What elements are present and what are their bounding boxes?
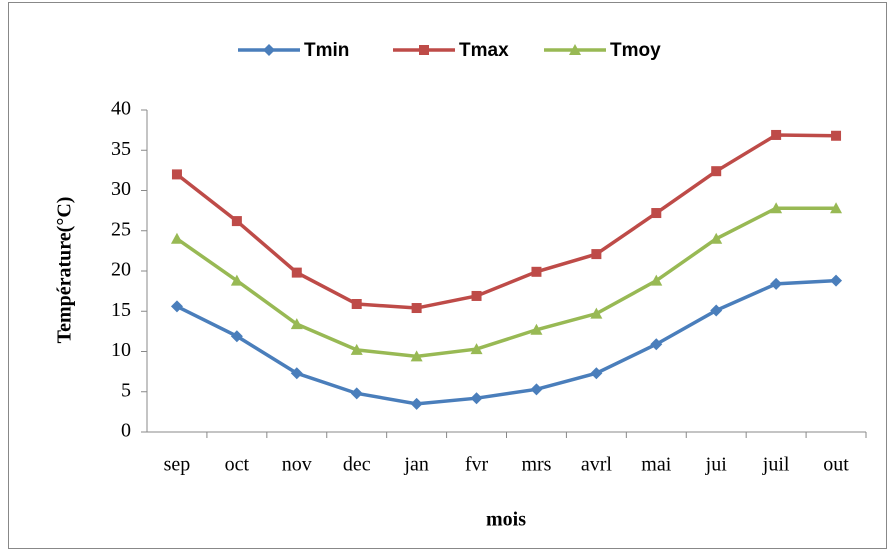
y-tick-label: 0 bbox=[121, 420, 131, 442]
marker bbox=[291, 267, 302, 278]
marker bbox=[290, 367, 303, 380]
legend-label: Tmin bbox=[304, 40, 349, 61]
x-tick-label: mrs bbox=[521, 454, 551, 476]
marker bbox=[470, 392, 483, 405]
marker bbox=[230, 330, 243, 343]
x-axis-label: mois bbox=[486, 509, 526, 531]
legend-marker bbox=[569, 44, 581, 55]
series-line bbox=[175, 133, 837, 310]
marker bbox=[651, 208, 662, 219]
marker bbox=[171, 169, 182, 180]
marker bbox=[711, 166, 722, 177]
x-tick-label: mai bbox=[641, 454, 671, 476]
marker bbox=[591, 249, 602, 260]
legend-marker bbox=[263, 44, 275, 56]
marker bbox=[530, 323, 543, 335]
legend-label: Tmax bbox=[459, 40, 509, 61]
marker bbox=[831, 130, 842, 141]
marker bbox=[830, 202, 843, 214]
marker bbox=[770, 202, 783, 214]
chart-border bbox=[8, 2, 887, 549]
x-tick-label: oct bbox=[225, 454, 250, 476]
marker bbox=[350, 343, 363, 355]
marker bbox=[231, 216, 242, 227]
series-line bbox=[175, 206, 837, 359]
marker bbox=[710, 232, 723, 244]
x-tick-label: juil bbox=[762, 454, 790, 476]
x-tick-label: fvr bbox=[465, 454, 489, 476]
marker bbox=[471, 290, 482, 301]
x-tick-label: out bbox=[823, 454, 849, 476]
x-tick-label: nov bbox=[282, 454, 312, 476]
marker bbox=[410, 350, 423, 362]
legend-label: Tmoy bbox=[610, 40, 661, 61]
y-tick-label: 20 bbox=[111, 259, 131, 281]
marker bbox=[351, 299, 362, 310]
y-tick-label: 40 bbox=[111, 98, 131, 120]
x-tick-label: sep bbox=[164, 454, 191, 476]
marker bbox=[411, 303, 422, 314]
marker bbox=[350, 387, 363, 400]
marker bbox=[590, 367, 603, 380]
marker bbox=[290, 318, 303, 330]
series-line bbox=[176, 278, 837, 406]
x-tick-label: jui bbox=[705, 454, 728, 476]
marker bbox=[530, 383, 543, 396]
y-tick-label: 5 bbox=[121, 379, 131, 401]
y-tick-label: 35 bbox=[111, 138, 131, 160]
marker bbox=[531, 266, 542, 277]
marker bbox=[830, 274, 843, 287]
legend-marker bbox=[419, 45, 429, 55]
x-tick-label: dec bbox=[343, 454, 371, 476]
marker bbox=[770, 277, 783, 290]
marker bbox=[771, 129, 782, 140]
x-tick-label: jan bbox=[403, 454, 428, 476]
marker bbox=[710, 304, 723, 317]
marker bbox=[650, 338, 663, 351]
y-tick-label: 15 bbox=[111, 299, 131, 321]
y-tick-label: 25 bbox=[111, 218, 131, 240]
y-tick-label: 30 bbox=[111, 178, 131, 200]
marker bbox=[170, 300, 183, 313]
marker bbox=[470, 343, 483, 355]
marker bbox=[230, 274, 243, 286]
marker bbox=[590, 307, 603, 319]
x-tick-label: avrl bbox=[581, 454, 613, 476]
y-tick-label: 10 bbox=[111, 339, 131, 361]
marker bbox=[410, 397, 423, 410]
marker bbox=[170, 232, 183, 244]
y-axis-label: Température(°C) bbox=[54, 197, 76, 344]
marker bbox=[650, 274, 663, 286]
